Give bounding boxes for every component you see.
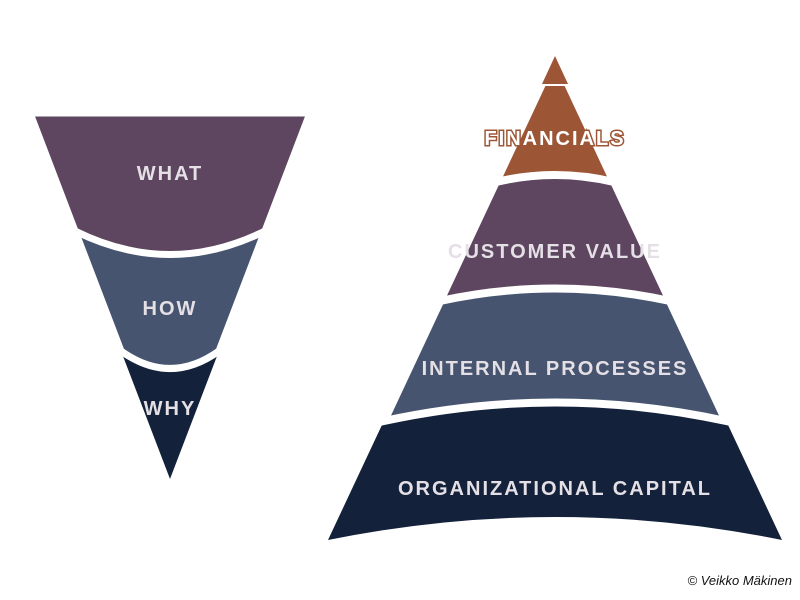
left-label-why: WHY: [144, 398, 197, 420]
right-label-org-capital: ORGANIZATIONAL CAPITAL: [398, 478, 712, 500]
right-label-financials: FINANCIALS: [484, 128, 625, 150]
right-label-internal: INTERNAL PROCESSES: [422, 358, 689, 380]
right-label-customer: CUSTOMER VALUE: [448, 241, 662, 263]
left-label-how: HOW: [143, 298, 198, 320]
left-label-what: WHAT: [137, 163, 204, 185]
credit-text: © Veikko Mäkinen: [688, 573, 792, 588]
right-pyramid: FINANCIALS CUSTOMER VALUE INTERNAL PROCE…: [328, 50, 782, 540]
diagram-canvas: WHAT HOW WHY FINANCIALS CUSTOMER VALUE I…: [0, 0, 800, 600]
left-funnel: WHAT HOW WHY: [20, 100, 320, 479]
